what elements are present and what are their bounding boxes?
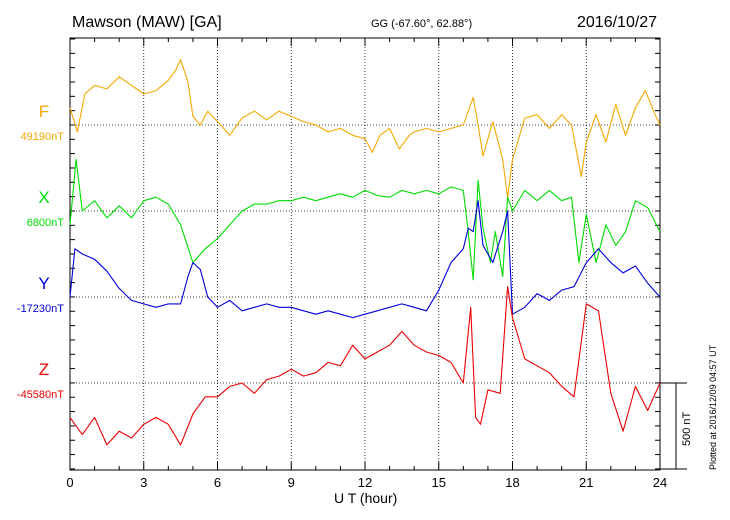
series-trace-f xyxy=(69,59,661,198)
series-trace-x xyxy=(69,158,661,281)
series-trace-z xyxy=(69,286,661,446)
baseline-value-f: 49190nT xyxy=(21,131,65,143)
date-label: 2016/10/27 xyxy=(577,14,658,31)
series-label-z: Z xyxy=(39,360,49,379)
series-label-x: X xyxy=(38,188,49,207)
baseline-value-z: -45580nT xyxy=(17,389,64,401)
x-tick-label-3: 9 xyxy=(288,475,295,490)
x-tick-label-0: 0 xyxy=(66,475,73,490)
x-tick-label-4: 12 xyxy=(358,475,372,490)
x-tick-label-2: 6 xyxy=(214,475,221,490)
x-tick-label-1: 3 xyxy=(140,475,147,490)
chart-title: Mawson (MAW) [GA] xyxy=(72,14,222,31)
x-tick-label-8: 24 xyxy=(653,475,667,490)
baseline-value-x: 6800nT xyxy=(27,217,65,229)
baseline-value-y: -17230nT xyxy=(17,303,64,315)
series-label-y: Y xyxy=(38,274,49,293)
x-tick-label-7: 21 xyxy=(579,475,593,490)
series-trace-y xyxy=(69,200,661,319)
coordinates-label: GG (-67.60°, 62.88°) xyxy=(371,18,473,30)
x-tick-label-5: 15 xyxy=(432,475,446,490)
x-tick-label-6: 18 xyxy=(505,475,519,490)
series-label-f: F xyxy=(39,102,49,121)
x-axis-label: U T (hour) xyxy=(334,490,398,506)
